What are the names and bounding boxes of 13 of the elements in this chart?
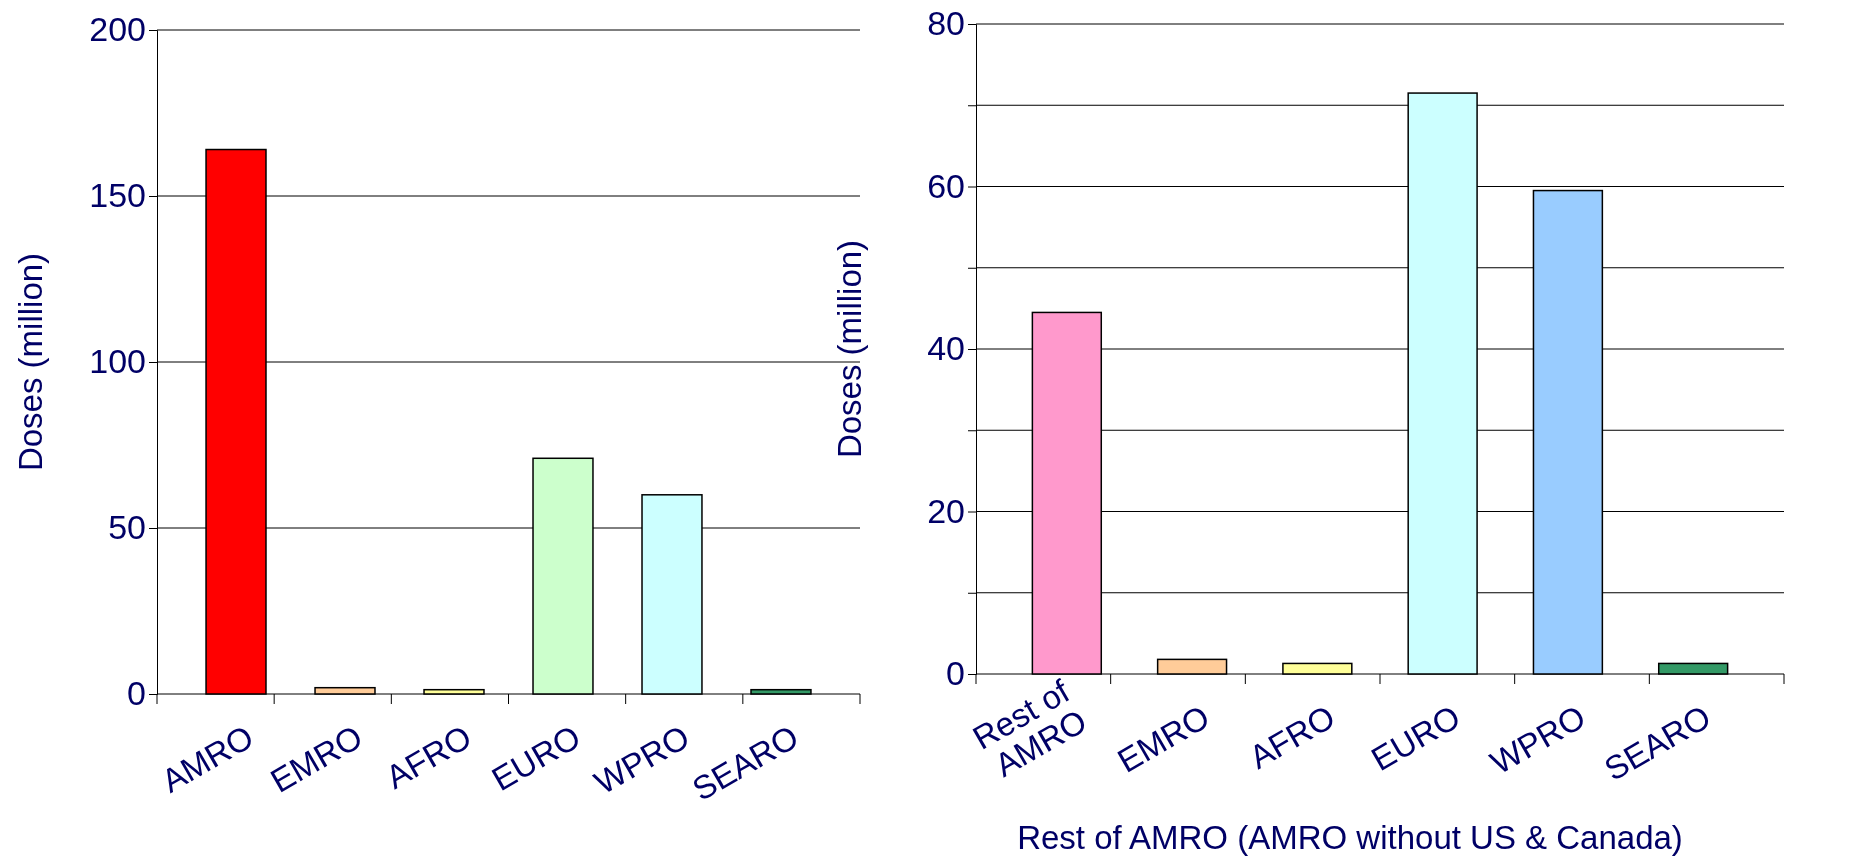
y-tick-label: 60 bbox=[927, 166, 965, 205]
y-tick-label: 0 bbox=[127, 674, 146, 713]
y-tick-label: 40 bbox=[927, 329, 965, 368]
y-axis-title: Doses (million) bbox=[831, 239, 868, 459]
y-axis-title: Doses (million) bbox=[12, 252, 49, 472]
x-axis-title: Rest of AMRO (AMRO without US & Canada) bbox=[1017, 819, 1683, 856]
y-tick-label: 150 bbox=[89, 176, 146, 215]
y-tick-label: 200 bbox=[89, 10, 146, 49]
y-tick-label: 0 bbox=[946, 654, 965, 693]
y-tick-label: 100 bbox=[89, 342, 146, 381]
y-tick-label: 50 bbox=[108, 508, 146, 547]
y-tick-label: 20 bbox=[927, 491, 965, 530]
y-tick-label: 80 bbox=[927, 4, 965, 43]
